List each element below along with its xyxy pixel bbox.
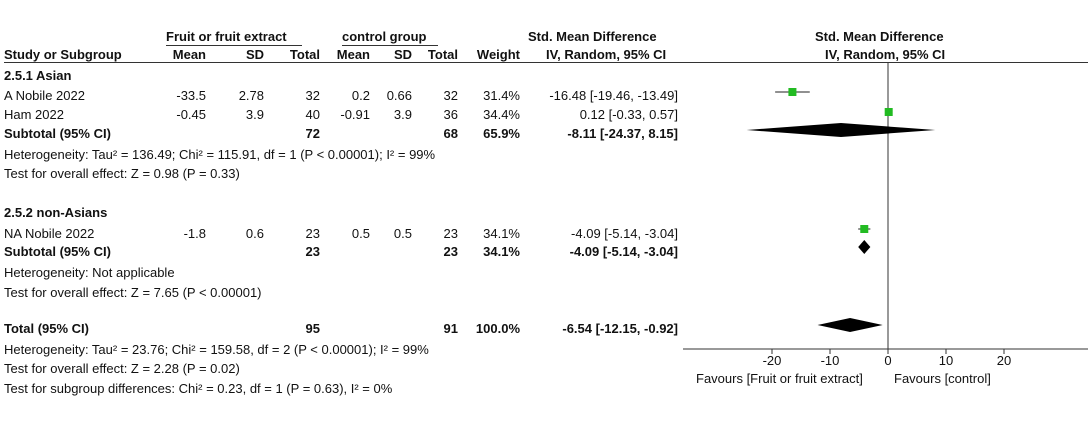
study-effect-marker xyxy=(860,225,869,233)
col-mean2: Mean xyxy=(336,47,370,62)
total2: 23 xyxy=(443,226,458,241)
sd1: 0.6 xyxy=(245,226,264,241)
group2-underline xyxy=(342,45,438,46)
overall-effect-text: Test for overall effect: Z = 0.98 (P = 0… xyxy=(4,166,240,181)
total-total1: 95 xyxy=(305,321,320,336)
mean2: -0.91 xyxy=(340,107,370,122)
heterogeneity-text: Heterogeneity: Tau² = 136.49; Chi² = 115… xyxy=(4,147,436,162)
weight: 34.1% xyxy=(483,226,520,241)
plot-ci-header: IV, Random, 95% CI xyxy=(825,47,946,62)
mean2: 0.2 xyxy=(351,88,370,103)
study-name: Ham 2022 xyxy=(4,107,64,122)
mean1: -0.45 xyxy=(176,107,206,122)
total2: 36 xyxy=(443,107,458,122)
total-total2: 91 xyxy=(443,321,458,336)
subtotal-weight: 34.1% xyxy=(483,244,520,259)
smd-ci: 0.12 [-0.33, 0.57] xyxy=(579,107,678,122)
mean1: -1.8 xyxy=(183,226,206,241)
col-total2: Total xyxy=(427,47,458,62)
total-ci: -6.54 [-12.15, -0.92] xyxy=(562,321,678,336)
smd-ci: -4.09 [-5.14, -3.04] xyxy=(571,226,678,241)
group1-underline xyxy=(166,45,302,46)
subtotal-weight: 65.9% xyxy=(483,126,520,141)
total-weight: 100.0% xyxy=(475,321,520,336)
subgroup2-title: 2.5.2 non-Asians xyxy=(4,205,108,220)
col-ci: IV, Random, 95% CI xyxy=(546,47,667,62)
subgroup-differences-text: Test for subgroup differences: Chi² = 0.… xyxy=(4,381,393,396)
weight: 31.4% xyxy=(483,88,520,103)
col-study: Study or Subgroup xyxy=(4,47,122,62)
col-mean1: Mean xyxy=(172,47,206,62)
x-tick-label: -20 xyxy=(763,353,782,368)
favours-right-label: Favours [control] xyxy=(894,371,991,386)
summary-diamond xyxy=(817,318,883,332)
col-sd2: SD xyxy=(393,47,412,62)
total-overall-effect-text: Test for overall effect: Z = 2.28 (P = 0… xyxy=(4,361,240,376)
mean1: -33.5 xyxy=(176,88,206,103)
total1: 32 xyxy=(305,88,320,103)
col-weight: Weight xyxy=(476,47,520,62)
study-name: NA Nobile 2022 xyxy=(4,226,95,241)
subtotal-total2: 68 xyxy=(443,126,458,141)
x-tick-label: 10 xyxy=(939,353,953,368)
sd2: 0.66 xyxy=(386,88,412,103)
subtotal-total2: 23 xyxy=(443,244,458,259)
sd1: 2.78 xyxy=(238,88,264,103)
study-effect-marker xyxy=(788,88,797,96)
subtotal-label: Subtotal (95% CI) xyxy=(4,244,111,259)
study-name: A Nobile 2022 xyxy=(4,88,85,103)
smd-table-header: Std. Mean Difference xyxy=(528,29,657,44)
mean2: 0.5 xyxy=(351,226,370,241)
group1-header: Fruit or fruit extract xyxy=(166,29,287,44)
subgroup1-title: 2.5.1 Asian xyxy=(4,68,72,83)
col-total1: Total xyxy=(289,47,320,62)
favours-left-label: Favours [Fruit or fruit extract] xyxy=(696,371,863,386)
total1: 23 xyxy=(305,226,320,241)
total1: 40 xyxy=(305,107,320,122)
total2: 32 xyxy=(443,88,458,103)
subtotal-label: Subtotal (95% CI) xyxy=(4,126,111,141)
subtotal-total1: 23 xyxy=(305,244,320,259)
col-sd1: SD xyxy=(245,47,264,62)
x-tick-label: 0 xyxy=(884,353,891,368)
subtotal-total1: 72 xyxy=(305,126,320,141)
x-tick-label: -10 xyxy=(821,353,840,368)
sd2: 3.9 xyxy=(393,107,412,122)
smd-ci: -16.48 [-19.46, -13.49] xyxy=(549,88,678,103)
summary-diamond xyxy=(746,123,936,137)
total-heterogeneity-text: Heterogeneity: Tau² = 23.76; Chi² = 159.… xyxy=(4,342,429,357)
heterogeneity-text: Heterogeneity: Not applicable xyxy=(4,265,175,280)
x-tick-label: 20 xyxy=(997,353,1011,368)
sd1: 3.9 xyxy=(245,107,264,122)
group2-header: control group xyxy=(342,29,427,44)
overall-effect-text: Test for overall effect: Z = 7.65 (P < 0… xyxy=(4,285,262,300)
summary-diamond xyxy=(858,240,871,254)
total-label: Total (95% CI) xyxy=(4,321,89,336)
smd-plot-header: Std. Mean Difference xyxy=(815,29,944,44)
header-rule xyxy=(4,62,1088,63)
subtotal-ci: -8.11 [-24.37, 8.15] xyxy=(567,126,678,141)
subtotal-ci: -4.09 [-5.14, -3.04] xyxy=(569,244,678,259)
sd2: 0.5 xyxy=(393,226,412,241)
weight: 34.4% xyxy=(483,107,520,122)
study-effect-marker xyxy=(884,108,893,116)
